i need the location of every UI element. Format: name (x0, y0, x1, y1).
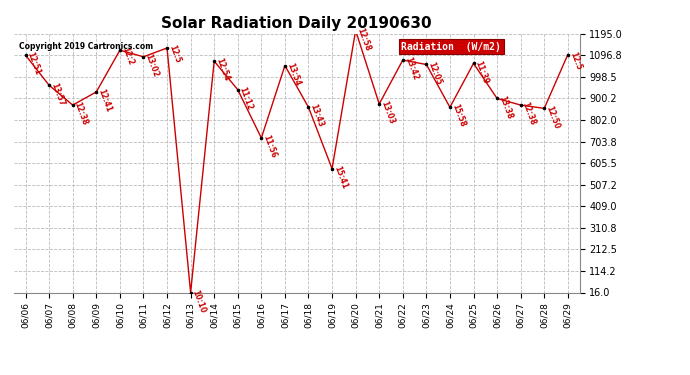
Point (138, 54, 149, 60)
Text: 12:54: 12:54 (214, 57, 231, 82)
Point (279, 63, 290, 69)
Point (161, 45, 172, 51)
Point (303, 104, 314, 110)
Point (115, 47, 126, 53)
Point (444, 104, 455, 110)
Text: 11:12: 11:12 (238, 86, 255, 111)
Point (91, 89, 102, 95)
Point (539, 105, 550, 111)
Text: 13:54: 13:54 (285, 62, 302, 87)
Point (421, 62, 432, 68)
Point (468, 60, 479, 66)
Text: 13:43: 13:43 (308, 103, 325, 129)
Point (43, 82, 55, 88)
Text: 12:05: 12:05 (426, 60, 443, 86)
Point (562, 52, 573, 58)
Point (515, 102, 526, 108)
Text: 13:38: 13:38 (497, 94, 514, 120)
Point (256, 135, 267, 141)
Text: 11:39: 11:39 (473, 59, 490, 85)
Text: 12:5: 12:5 (167, 44, 182, 64)
Text: 12:58: 12:58 (355, 26, 373, 52)
Text: 13:02: 13:02 (144, 53, 160, 78)
Text: 15:58: 15:58 (450, 103, 466, 129)
Text: 12:41: 12:41 (97, 88, 113, 114)
Text: 12:5: 12:5 (568, 50, 582, 71)
Point (67, 102, 78, 108)
Text: 12:38: 12:38 (72, 101, 90, 127)
Point (491, 96, 502, 102)
Point (326, 166, 337, 172)
Text: Radiation  (W/m2): Radiation (W/m2) (402, 42, 501, 51)
Text: 10:10: 10:10 (190, 288, 207, 314)
Text: 15:41: 15:41 (332, 165, 348, 190)
Text: 13:57: 13:57 (49, 81, 66, 107)
Text: 13:03: 13:03 (380, 100, 396, 126)
Text: 12:50: 12:50 (544, 104, 561, 130)
Point (208, 58, 219, 64)
Point (233, 87, 244, 93)
Point (374, 101, 385, 107)
Point (397, 57, 408, 63)
Text: 12:38: 12:38 (521, 101, 538, 127)
Point (350, 27, 361, 33)
Text: 13:42: 13:42 (403, 56, 420, 82)
Point (185, 290, 196, 296)
Text: Copyright 2019 Cartronics.com: Copyright 2019 Cartronics.com (19, 42, 154, 51)
Point (20, 52, 31, 58)
Text: 12:2: 12:2 (120, 46, 135, 67)
Text: 11:56: 11:56 (262, 134, 278, 159)
Title: Solar Radiation Daily 20190630: Solar Radiation Daily 20190630 (161, 16, 432, 31)
Text: 12:51: 12:51 (26, 51, 42, 77)
